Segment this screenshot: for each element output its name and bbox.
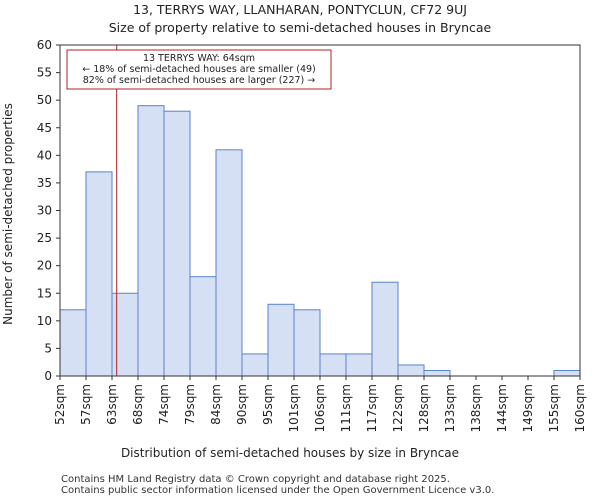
- x-tick-label: 133sqm: [443, 384, 457, 432]
- histogram-bar: [371, 281, 399, 377]
- x-tick-label: 149sqm: [521, 384, 535, 432]
- y-tick-label: 55: [37, 66, 52, 80]
- x-tick-label: 79sqm: [183, 384, 197, 425]
- x-tick-label: 68sqm: [131, 384, 145, 425]
- y-tick-label: 60: [37, 38, 52, 52]
- histogram-bar: [319, 353, 347, 377]
- histogram-bar: [215, 149, 243, 377]
- x-tick-label: 95sqm: [261, 384, 275, 425]
- annotation-box: 13 TERRYS WAY: 64sqm ← 18% of semi-detac…: [66, 49, 332, 90]
- annotation-line-3: 82% of semi-detached houses are larger (…: [83, 75, 316, 86]
- chart-title: 13, TERRYS WAY, LLANHARAN, PONTYCLUN, CF…: [133, 2, 467, 17]
- x-tick-label: 106sqm: [313, 384, 327, 432]
- x-tick-label: 57sqm: [79, 384, 93, 425]
- chart-subtitle: Size of property relative to semi-detach…: [108, 20, 492, 35]
- histogram-bar: [85, 171, 113, 377]
- histogram-bar: [553, 369, 581, 377]
- x-tick-label: 74sqm: [157, 384, 171, 425]
- x-tick-label: 122sqm: [391, 384, 405, 432]
- y-tick-label: 0: [44, 369, 52, 383]
- y-tick-label: 5: [44, 341, 52, 355]
- x-tick-label: 52sqm: [53, 384, 67, 425]
- y-tick-label: 15: [37, 286, 52, 300]
- histogram-bar: [189, 276, 217, 377]
- x-tick-label: 160sqm: [573, 384, 587, 432]
- y-tick-label: 35: [37, 176, 52, 190]
- y-tick-label: 25: [37, 231, 52, 245]
- y-tick-label: 10: [37, 314, 52, 328]
- footer-copyright: Contains HM Land Registry data © Crown c…: [61, 474, 450, 485]
- histogram-bar: [163, 110, 191, 377]
- histogram-bar: [267, 303, 295, 377]
- annotation-line-1: 13 TERRYS WAY: 64sqm: [143, 53, 255, 64]
- x-tick-label: 90sqm: [235, 384, 249, 425]
- x-tick-label: 155sqm: [547, 384, 561, 432]
- x-tick-label: 63sqm: [105, 384, 119, 425]
- y-tick-label: 50: [37, 93, 52, 107]
- y-tick-label: 40: [37, 148, 52, 162]
- x-tick-label: 144sqm: [495, 384, 509, 432]
- histogram-bar: [293, 309, 321, 377]
- histogram-bar: [59, 309, 87, 377]
- x-tick-label: 111sqm: [339, 384, 353, 432]
- histogram-bar: [345, 353, 373, 377]
- histogram-bar: [111, 292, 139, 377]
- x-tick-label: 101sqm: [287, 384, 301, 432]
- y-tick-label: 45: [37, 121, 52, 135]
- histogram-bar: [241, 353, 269, 377]
- histogram-chart: 0 5 10 15 20 25 30 35 40 45 50 55 60 52sqm 57sqm 63sqm…: [1, 38, 587, 460]
- annotation-line-2: ← 18% of semi-detached houses are smalle…: [82, 64, 316, 75]
- histogram-bar: [137, 105, 165, 377]
- x-axis-label: Distribution of semi-detached houses by …: [121, 446, 459, 460]
- histogram-bar: [423, 369, 451, 377]
- x-tick-label: 84sqm: [209, 384, 223, 425]
- y-tick-label: 30: [37, 204, 52, 218]
- x-tick-label: 128sqm: [417, 384, 431, 432]
- y-tick-label: 20: [37, 259, 52, 273]
- x-tick-label: 117sqm: [365, 384, 379, 432]
- y-axis-label: Number of semi-detached properties: [1, 103, 15, 325]
- footer-licence: Contains public sector information licen…: [61, 485, 495, 496]
- histogram-bar: [397, 364, 425, 377]
- x-tick-label: 138sqm: [469, 384, 483, 432]
